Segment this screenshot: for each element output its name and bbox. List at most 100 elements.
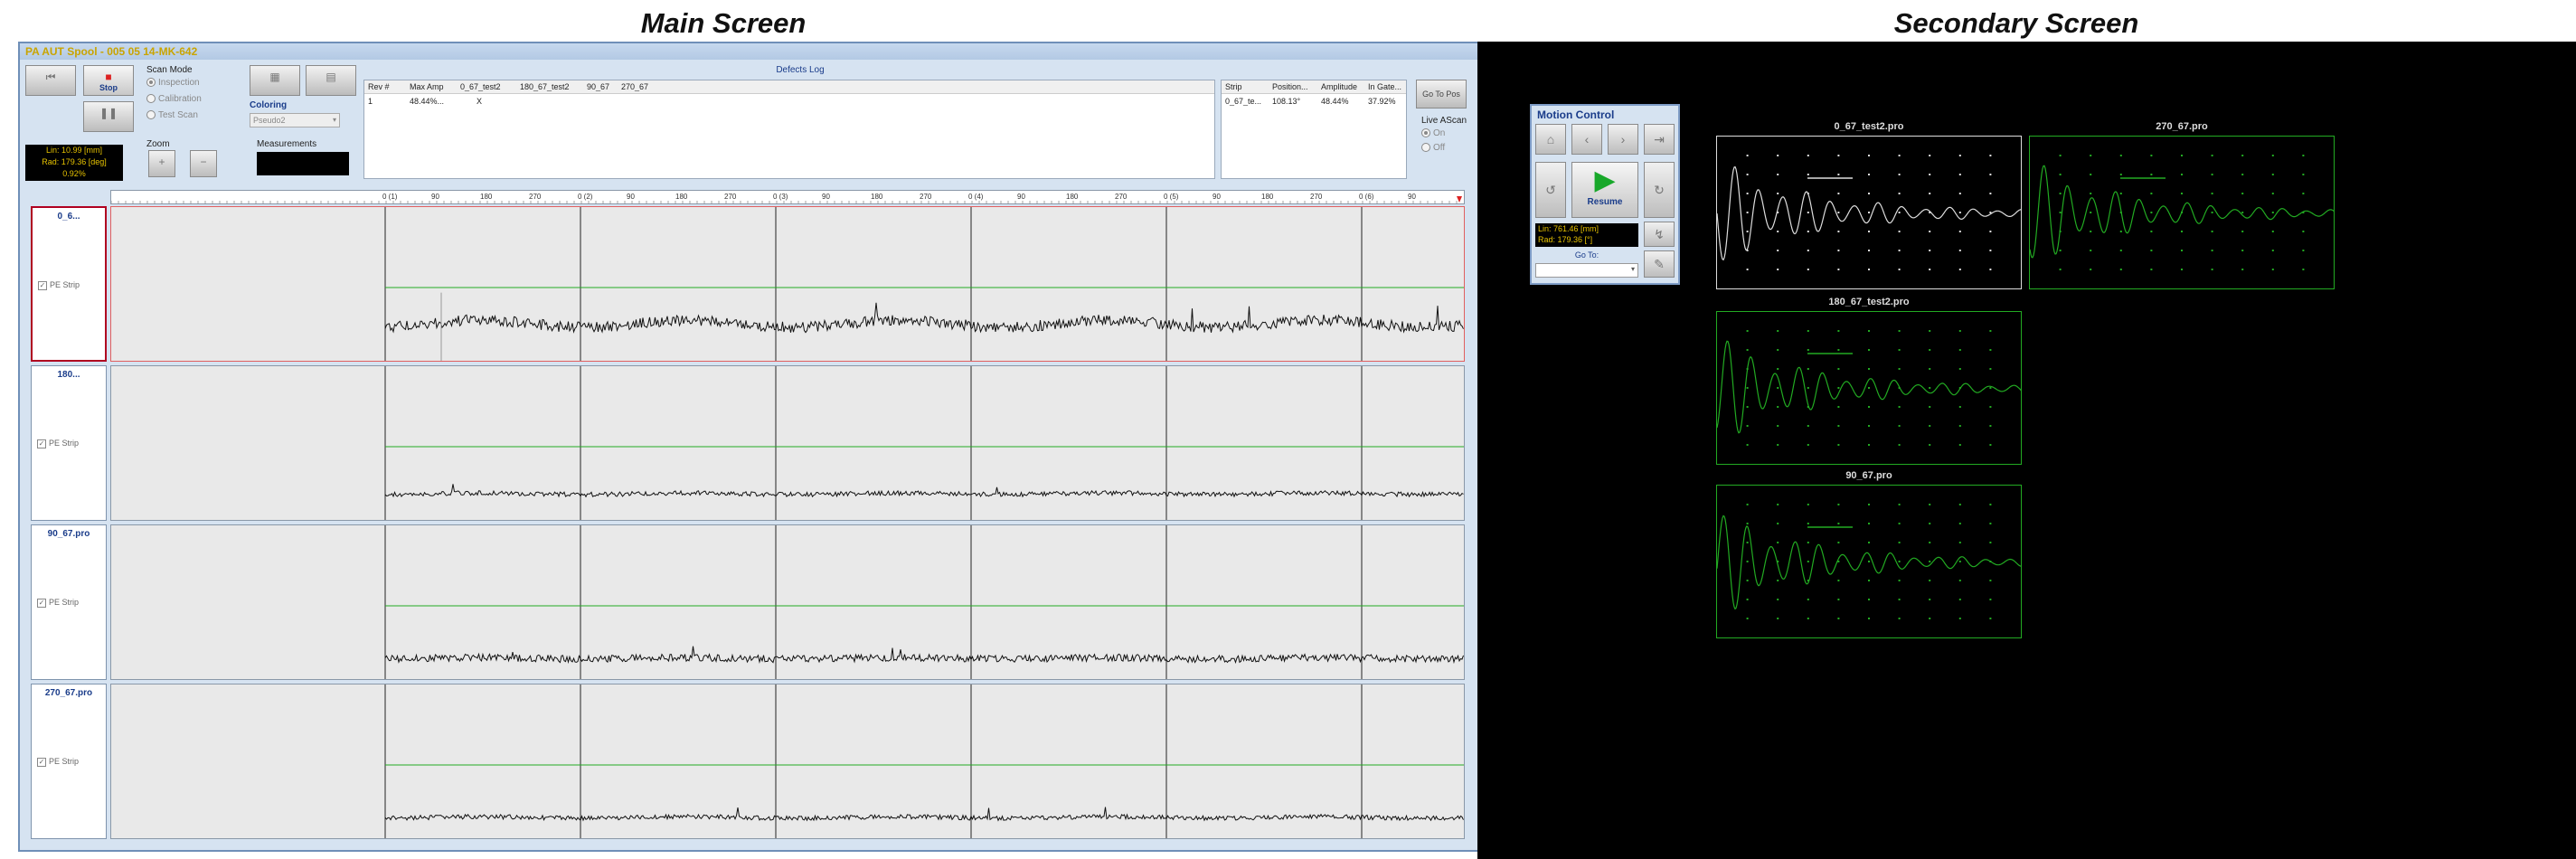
live-ascan-on[interactable]: On xyxy=(1421,128,1445,138)
grid-dot xyxy=(1868,406,1870,408)
strip-label-panel[interactable]: 90_67.pro ✓ PE Strip xyxy=(31,524,107,680)
ruler-label: 90 xyxy=(1017,193,1025,201)
defects-log-column-header[interactable]: 90_67 xyxy=(587,82,610,91)
strip-checkbox[interactable]: ✓ PE Strip xyxy=(37,757,79,767)
strip-label-panel[interactable]: 270_67.pro ✓ PE Strip xyxy=(31,684,107,839)
grid-dot xyxy=(1746,174,1749,175)
live-ascan-off[interactable]: Off xyxy=(1421,143,1445,153)
play-icon: ▶ xyxy=(1594,165,1616,195)
strip-info-column-header[interactable]: In Gate... xyxy=(1368,82,1402,91)
grid-dot xyxy=(1868,542,1870,543)
strip-label-panel[interactable]: 0_6... ✓ PE Strip xyxy=(31,206,107,362)
defects-log-column-header[interactable]: Max Amp xyxy=(410,82,444,91)
grid-dot xyxy=(1958,212,1961,213)
defects-log-column-header[interactable]: 0_67_test2 xyxy=(460,82,501,91)
grid-dot xyxy=(2181,231,2183,232)
zoom-in-button[interactable]: + xyxy=(148,150,175,177)
strip-plot-canvas xyxy=(384,366,1464,520)
defects-log-column-header[interactable]: 270_67 xyxy=(621,82,649,91)
grid-dot xyxy=(2119,231,2122,232)
zoom-out-button[interactable]: − xyxy=(190,150,217,177)
pause-button[interactable]: ❚❚ xyxy=(83,101,134,132)
goto-select[interactable]: ▾ xyxy=(1535,263,1638,278)
scan-ruler[interactable]: 0 (1) 90 180 270 0 (2) 90 180 270 0 (3) 90 180 270 0… xyxy=(110,190,1465,204)
coloring-value: Pseudo2 xyxy=(253,116,286,125)
gates-button[interactable]: ▤ xyxy=(306,65,356,96)
strip-info-cell[interactable]: 0_67_te... xyxy=(1225,97,1262,106)
strip-info-cell[interactable]: 48.44% xyxy=(1321,97,1349,106)
amplitude-trace xyxy=(384,807,1464,822)
ruler-label: 90 xyxy=(1408,193,1416,201)
ascan-view[interactable] xyxy=(1716,485,2022,638)
grid-dot xyxy=(1898,542,1901,543)
strip-plot[interactable] xyxy=(110,684,1465,839)
rewind-button[interactable]: ⏮ xyxy=(25,65,76,96)
scan-mode-test[interactable]: Test Scan xyxy=(146,110,198,120)
defects-log-cell[interactable]: 1 xyxy=(368,97,373,106)
scan-mode-inspection[interactable]: Inspection xyxy=(146,78,200,88)
secondary-screen-title: Secondary Screen xyxy=(1893,7,2139,39)
grid-dot xyxy=(1958,349,1961,351)
palette-button[interactable]: ▦ xyxy=(250,65,300,96)
home-button[interactable]: ⌂ xyxy=(1535,124,1566,155)
defects-log-column-header[interactable]: 180_67_test2 xyxy=(520,82,570,91)
defects-log-column-header[interactable]: Rev # xyxy=(368,82,390,91)
goto-pos-button[interactable]: Go To Pos xyxy=(1416,80,1467,109)
strip-info-column-header[interactable]: Amplitude xyxy=(1321,82,1358,91)
stop-icon: ■ xyxy=(105,71,112,83)
grid-dot xyxy=(1958,155,1961,156)
ascan-title: 180_67_test2.pro xyxy=(1828,297,1910,307)
grid-dot xyxy=(1868,387,1870,389)
defects-log-cell[interactable]: 48.44%... xyxy=(410,97,445,106)
strip-info-cell[interactable]: 108.13° xyxy=(1272,97,1301,106)
strip-plot[interactable] xyxy=(110,524,1465,680)
grid-dot xyxy=(2271,231,2274,232)
ruler-label: 90 xyxy=(431,193,439,201)
resume-button[interactable]: ▶ Resume xyxy=(1571,162,1638,218)
rotate-ccw-button[interactable]: ↺ xyxy=(1535,162,1566,218)
strip-plot[interactable] xyxy=(110,365,1465,521)
grid-dot xyxy=(2211,174,2213,175)
grid-dot xyxy=(1929,599,1931,600)
grid-dot xyxy=(2059,250,2062,251)
strip-plot[interactable] xyxy=(110,206,1465,362)
grid-dot xyxy=(2181,250,2183,251)
grid-dot xyxy=(1777,174,1779,175)
grid-dot xyxy=(1929,504,1931,505)
grid-dot xyxy=(1958,561,1961,562)
grid-dot xyxy=(2271,174,2274,175)
ascan-title: 270_67.pro xyxy=(2156,121,2208,132)
strip-info-column-header[interactable]: Position... xyxy=(1272,82,1308,91)
grid-dot xyxy=(1746,425,1749,427)
scan-mode-calibration[interactable]: Calibration xyxy=(146,94,202,104)
edit-button[interactable]: ✎ xyxy=(1644,250,1675,278)
stop-label: Stop xyxy=(99,83,118,92)
grid-dot xyxy=(2271,193,2274,194)
step-back-button[interactable]: ‹ xyxy=(1571,124,1602,155)
strip-info-table[interactable]: Strip 0_67_te... Position... 108.13° Amplitu… xyxy=(1221,80,1407,179)
strip-info-column-header[interactable]: Strip xyxy=(1225,82,1242,91)
strip-checkbox[interactable]: ✓ PE Strip xyxy=(37,598,79,608)
strip-checkbox[interactable]: ✓ PE Strip xyxy=(38,280,80,290)
grid-dot xyxy=(1837,368,1840,370)
main-screen-title: Main Screen xyxy=(640,7,807,39)
rotate-cw-button[interactable]: ↻ xyxy=(1644,162,1675,218)
jog-button[interactable]: ⇥ xyxy=(1644,124,1675,155)
defects-log-table[interactable]: Rev # 1 Max Amp 48.44%... 0_67_test2 X 180_67_… xyxy=(363,80,1215,179)
grid-dot xyxy=(2211,212,2213,213)
grid-dot xyxy=(1929,174,1931,175)
reset-button[interactable]: ↯ xyxy=(1644,222,1675,247)
radio-icon xyxy=(1421,143,1430,153)
measurements-label: Measurements xyxy=(257,139,317,149)
strip-checkbox[interactable]: ✓ PE Strip xyxy=(37,439,79,448)
coloring-select[interactable]: Pseudo2 ▾ xyxy=(250,113,340,127)
ascan-view[interactable] xyxy=(1716,311,2022,465)
strip-label-panel[interactable]: 180... ✓ PE Strip xyxy=(31,365,107,521)
ascan-view[interactable] xyxy=(1716,136,2022,289)
strip-info-cell[interactable]: 37.92% xyxy=(1368,97,1396,106)
stop-button[interactable]: ■ Stop xyxy=(83,65,134,96)
defects-log-cell[interactable]: X xyxy=(477,97,483,106)
ruler-ticks: 0 (1) 90 180 270 0 (2) 90 180 270 0 (3) 90 180 270 0… xyxy=(111,193,1462,203)
ascan-view[interactable] xyxy=(2029,136,2335,289)
step-forward-button[interactable]: › xyxy=(1608,124,1638,155)
